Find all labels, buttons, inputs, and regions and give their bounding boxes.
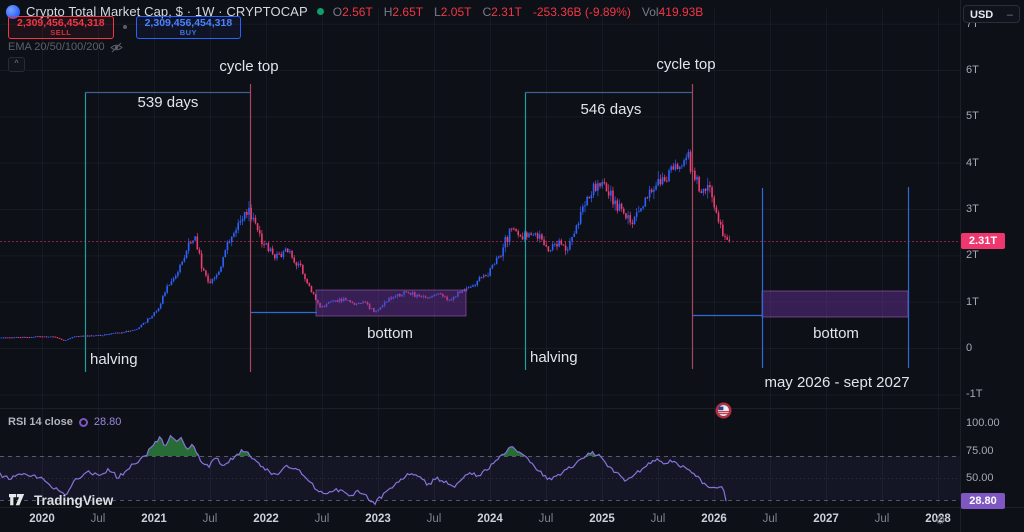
time-axis-label: Jul bbox=[650, 513, 666, 525]
symbol-title: Crypto Total Market Cap, $ · 1W · CRYPTO… bbox=[26, 4, 308, 19]
rsi-axis-label: 100.00 bbox=[966, 417, 1000, 429]
rsi-color-dot-icon bbox=[78, 417, 88, 427]
current-price-badge: 2.31T bbox=[961, 233, 1005, 249]
days-label-546[interactable]: 546 days bbox=[580, 101, 642, 118]
time-axis-label: Jul bbox=[538, 513, 554, 525]
axis-settings-gear-icon[interactable]: ⚙ bbox=[935, 513, 946, 527]
rsi-value-badge: 28.80 bbox=[961, 493, 1005, 509]
ohlc-open: O2.56T bbox=[332, 4, 373, 19]
buy-button[interactable]: 2,309,456,454,318 BUY bbox=[135, 16, 242, 39]
time-axis-label: 2023 bbox=[365, 513, 391, 525]
cycle-top-label-1[interactable]: cycle top bbox=[219, 58, 279, 75]
symbol-logo-icon bbox=[6, 4, 20, 19]
tradingview-logo[interactable]: TradingView bbox=[9, 493, 113, 508]
rsi-indicator-legend[interactable]: RSI 14 close 28.80 bbox=[8, 416, 121, 428]
price-axis-label: 1T bbox=[966, 295, 979, 308]
time-axis-label: Jul bbox=[90, 513, 106, 525]
time-axis-label: Jul bbox=[874, 513, 890, 525]
rsi-axis-label: 75.00 bbox=[966, 444, 994, 457]
time-axis-label: Jul bbox=[314, 513, 330, 525]
symbol-legend[interactable]: Crypto Total Market Cap, $ · 1W · CRYPTO… bbox=[6, 4, 708, 19]
price-axis-label: 3T bbox=[966, 203, 979, 215]
time-axis-label: 2022 bbox=[253, 513, 279, 525]
market-status-icon bbox=[316, 8, 324, 15]
time-axis-label: 2021 bbox=[141, 513, 167, 525]
time-axis-label: Jul bbox=[202, 513, 218, 525]
price-axis-label: 5T bbox=[966, 110, 979, 123]
order-buttons: 2,309,456,454,318 SELL 2,309,456,454,318… bbox=[8, 16, 242, 39]
time-axis-label: 2024 bbox=[477, 513, 503, 525]
tradingview-logo-text: TradingView bbox=[34, 493, 114, 508]
tradingview-mark-icon bbox=[9, 493, 25, 505]
bottom-label-1[interactable]: bottom bbox=[367, 325, 413, 342]
time-axis-label: 2028 bbox=[925, 513, 951, 525]
rsi-label: RSI 14 close bbox=[8, 416, 73, 428]
eye-hidden-icon[interactable] bbox=[109, 42, 123, 53]
cycle-top-label-2[interactable]: cycle top bbox=[656, 56, 716, 73]
halving-label-1[interactable]: halving bbox=[90, 351, 138, 368]
price-axis-label: 0 bbox=[966, 342, 973, 354]
ema-label: EMA 20/50/100/200 bbox=[8, 41, 105, 53]
cycle-range-label[interactable]: may 2026 - sept 2027 bbox=[764, 374, 910, 391]
time-axis-label: 2025 bbox=[589, 513, 615, 525]
time-axis-label: Jul bbox=[426, 513, 442, 525]
currency-button[interactable]: USD – bbox=[963, 5, 1020, 23]
rsi-axis-label: 50.00 bbox=[966, 472, 994, 484]
bottom-label-2[interactable]: bottom bbox=[813, 325, 859, 342]
rsi-current-value: 28.80 bbox=[93, 416, 122, 428]
change-value: -253.36B (-9.89%) bbox=[532, 4, 631, 19]
time-axis-label: 2026 bbox=[701, 513, 727, 525]
spread-dot-icon bbox=[122, 25, 127, 30]
sell-button[interactable]: 2,309,456,454,318 SELL bbox=[8, 16, 114, 39]
collapse-legend-button[interactable]: ^ bbox=[8, 57, 25, 72]
days-label-539[interactable]: 539 days bbox=[137, 94, 199, 111]
price-axis-label: 6T bbox=[966, 64, 979, 77]
time-axis-label: 2027 bbox=[813, 513, 839, 525]
price-axis-label: 2T bbox=[966, 249, 979, 262]
ohlc-high: H2.65T bbox=[383, 4, 424, 19]
us-economic-event-icon[interactable] bbox=[715, 402, 732, 419]
time-axis-label: Jul bbox=[762, 513, 778, 525]
ohlc-low: L2.05T bbox=[434, 4, 472, 19]
price-axis-label: 4T bbox=[966, 156, 979, 169]
price-axis-label: -1T bbox=[966, 388, 983, 401]
currency-menu-dash-icon: – bbox=[1006, 9, 1013, 21]
ohlc-close: C2.31T bbox=[482, 4, 522, 19]
halving-label-2[interactable]: halving bbox=[530, 349, 578, 366]
time-axis-label: 2020 bbox=[29, 513, 55, 525]
volume-value: Vol419.93B bbox=[641, 4, 704, 19]
ema-indicator-legend[interactable]: EMA 20/50/100/200 bbox=[8, 41, 123, 53]
